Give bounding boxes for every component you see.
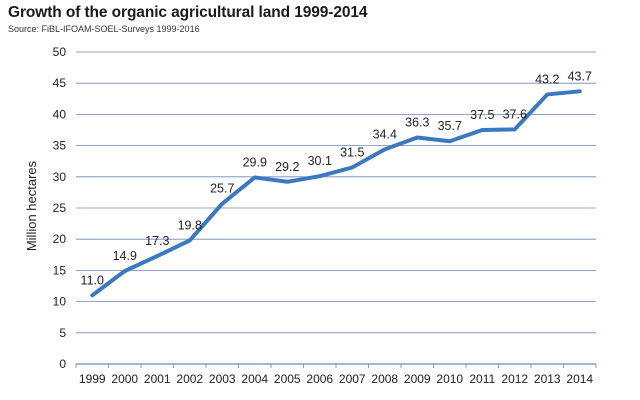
x-tick-label: 2009 — [404, 372, 431, 386]
y-tick-label: 0 — [59, 357, 66, 371]
y-tick-label: 45 — [53, 76, 67, 90]
data-label: 11.0 — [81, 273, 104, 287]
x-tick-label: 2008 — [371, 372, 398, 386]
data-label: 34.4 — [373, 127, 397, 141]
y-tick-label: 25 — [53, 201, 67, 215]
data-label: 35.7 — [438, 119, 462, 133]
data-label: 36.3 — [405, 115, 429, 129]
y-tick-labels: 0 5 10 15 20 25 30 35 40 45 50 — [53, 45, 67, 371]
x-tick-label: 2011 — [469, 372, 495, 386]
y-tick-label: 40 — [53, 107, 67, 121]
y-tick-label: 15 — [53, 263, 67, 277]
data-label: 25.7 — [210, 182, 234, 196]
y-tick-label: 5 — [59, 326, 66, 340]
data-label: 43.7 — [568, 69, 592, 83]
x-tick-label: 2000 — [111, 372, 138, 386]
x-tick-label: 2003 — [209, 372, 236, 386]
x-tick-label: 2006 — [306, 372, 333, 386]
x-tick-label: 2001 — [144, 372, 171, 386]
x-tick-label: 2013 — [534, 372, 561, 386]
chart-title: Growth of the organic agricultural land … — [8, 4, 368, 21]
x-tick-label: 2004 — [241, 372, 268, 386]
y-tick-label: 35 — [53, 139, 67, 153]
y-tick-label: 10 — [53, 295, 67, 309]
x-tick-label: 2010 — [436, 372, 463, 386]
data-label: 19.8 — [178, 218, 202, 232]
y-tick-label: 30 — [53, 170, 67, 184]
gridlines — [76, 51, 596, 365]
data-label: 29.2 — [275, 160, 299, 174]
x-tick-label: 1999 — [79, 372, 106, 386]
x-tick-label: 2007 — [339, 372, 366, 386]
y-tick-label: 20 — [53, 232, 67, 246]
y-axis-label: Million hectares — [24, 160, 39, 251]
data-label: 43.2 — [535, 72, 559, 86]
chart-subtitle: Source: FiBL-IFOAM-SOEL-Surveys 1999-201… — [8, 24, 200, 34]
data-label: 29.9 — [243, 155, 267, 169]
y-tick-label: 50 — [53, 45, 67, 59]
x-tick-label: 2014 — [566, 372, 593, 386]
series-polyline — [90, 89, 582, 298]
data-label: 17.3 — [145, 234, 169, 248]
x-tick-label: 2002 — [176, 372, 203, 386]
x-tick-labels: 1999 2000 2001 2002 2003 2004 2005 2006 2007 2008… — [75, 364, 597, 386]
x-tick-label: 2005 — [274, 372, 301, 386]
data-label: 37.5 — [470, 108, 494, 122]
data-label: 31.5 — [340, 145, 364, 159]
data-label: 37.6 — [503, 107, 527, 121]
data-label: 30.1 — [308, 154, 332, 168]
x-tick-label: 2012 — [501, 372, 528, 386]
data-labels: 11.0 14.9 17.3 19.8 25.7 29.9 29.2 30.1 31.5 34.4… — [81, 69, 592, 287]
series-line — [90, 89, 582, 298]
data-label: 14.9 — [113, 249, 137, 263]
